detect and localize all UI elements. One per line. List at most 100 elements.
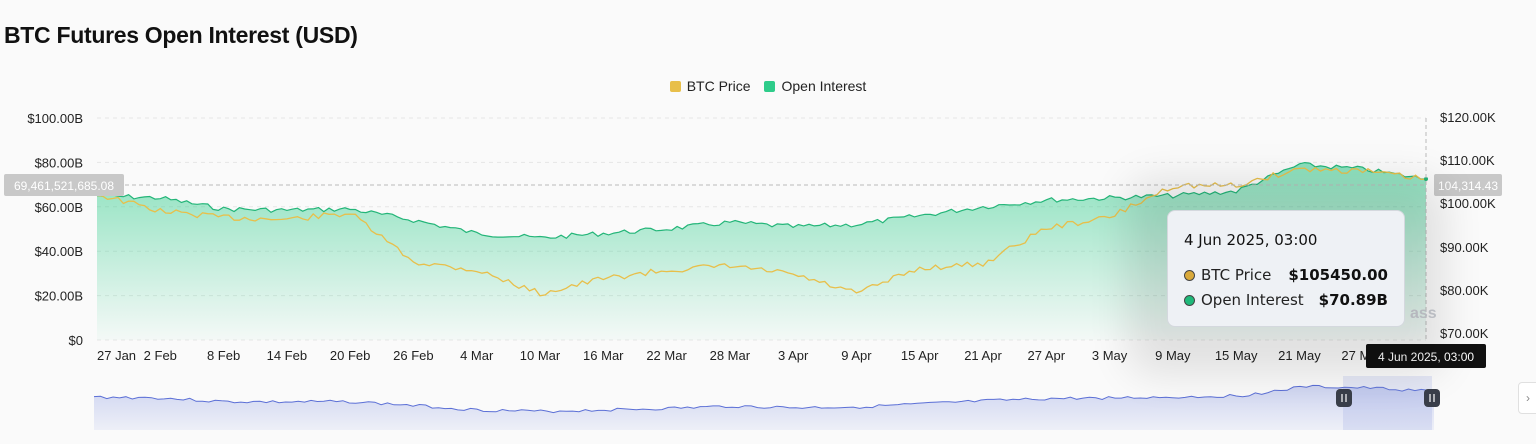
y-right-tick-label: $120.00K xyxy=(1440,110,1496,125)
btc-price-point[interactable] xyxy=(728,264,732,268)
x-tick-label: 15 Apr xyxy=(901,348,939,363)
chart-legend: BTC Price Open Interest xyxy=(0,78,1536,94)
legend-label-btc-price: BTC Price xyxy=(686,78,751,94)
btc-price-point[interactable] xyxy=(538,291,542,295)
page-title: BTC Futures Open Interest (USD) xyxy=(4,22,358,48)
y-left-tick-label: $60.00B xyxy=(35,200,83,215)
btc-price-point[interactable] xyxy=(348,211,352,215)
open-interest-point[interactable] xyxy=(1108,196,1112,200)
open-interest-point[interactable] xyxy=(222,207,226,211)
x-tick-label: 8 Feb xyxy=(207,348,240,363)
y-left-tick-label: $100.00B xyxy=(27,111,83,126)
x-tick-label: 2 Feb xyxy=(144,348,177,363)
legend-item-open-interest[interactable]: Open Interest xyxy=(764,78,866,94)
chevron-right-icon[interactable]: › xyxy=(1518,382,1536,414)
navigator-handle-right[interactable] xyxy=(1424,389,1440,407)
btc-price-point[interactable] xyxy=(981,262,985,266)
navigator[interactable] xyxy=(93,376,1440,430)
btc-price-point[interactable] xyxy=(475,268,479,272)
btc-price-point[interactable] xyxy=(1171,184,1175,188)
open-interest-point[interactable] xyxy=(791,225,795,229)
tooltip-dot-open-interest xyxy=(1184,294,1195,306)
btc-price-point[interactable] xyxy=(1044,226,1048,230)
open-interest-line xyxy=(96,161,1427,240)
tooltip-value-btc-price: $105450.00 xyxy=(1288,266,1388,284)
watermark-text: ass xyxy=(1410,305,1437,322)
open-interest-point[interactable] xyxy=(348,207,352,211)
open-interest-point[interactable] xyxy=(1234,189,1238,193)
btc-price-point[interactable] xyxy=(222,215,226,219)
btc-price-point[interactable] xyxy=(918,266,922,270)
x-tick-label: 26 Feb xyxy=(393,348,433,363)
open-interest-point[interactable] xyxy=(1297,163,1301,167)
btc-price-point[interactable] xyxy=(791,272,795,276)
open-interest-point[interactable] xyxy=(1044,198,1048,202)
crosshair-right-label-bg xyxy=(1434,174,1502,196)
open-interest-point[interactable] xyxy=(854,223,858,227)
navigator-selection[interactable] xyxy=(1343,376,1432,430)
btc-price-point[interactable] xyxy=(411,260,415,264)
crosshair-right-label: 104,314.43 xyxy=(1438,179,1498,193)
tooltip-row-btc-price: BTC Price $105450.00 xyxy=(1184,266,1388,284)
y-left-tick-label: $20.00B xyxy=(35,289,83,304)
legend-item-btc-price[interactable]: BTC Price xyxy=(669,78,751,94)
tooltip-value-open-interest: $70.89B xyxy=(1318,291,1388,309)
btc-price-point[interactable] xyxy=(1297,167,1301,171)
open-interest-point[interactable] xyxy=(981,205,985,209)
btc-price-point[interactable] xyxy=(1108,215,1112,219)
navigator-area xyxy=(94,385,1434,430)
x-tick-label: 28 Mar xyxy=(710,348,751,363)
open-interest-point[interactable] xyxy=(158,196,162,200)
x-tick-label: 27 Apr xyxy=(1027,348,1065,363)
x-tick-label: 9 Apr xyxy=(841,348,872,363)
btc-price-point[interactable] xyxy=(1234,184,1238,188)
crosshair-date-label-bg xyxy=(1366,344,1486,368)
x-tick-label: 21 May xyxy=(1278,348,1321,363)
chart-tooltip: 4 Jun 2025, 03:00 BTC Price $105450.00 O… xyxy=(1167,210,1405,327)
y-left-tick-label: $80.00B xyxy=(35,155,83,170)
navigator-handle-left[interactable] xyxy=(1336,389,1352,407)
btc-price-point[interactable] xyxy=(601,277,605,281)
x-tick-label: 10 Mar xyxy=(520,348,561,363)
open-interest-point[interactable] xyxy=(918,214,922,218)
crosshair-date-label: 4 Jun 2025, 03:00 xyxy=(1378,350,1474,364)
y-right-tick-label: $100.00K xyxy=(1440,196,1496,211)
open-interest-point[interactable] xyxy=(411,218,415,222)
x-tick-label: 3 Apr xyxy=(778,348,809,363)
open-interest-point[interactable] xyxy=(475,231,479,235)
area-layer xyxy=(96,161,1428,340)
open-interest-point[interactable] xyxy=(1171,194,1175,198)
tooltip-date: 4 Jun 2025, 03:00 xyxy=(1184,231,1318,249)
navigator-line xyxy=(93,384,1435,414)
x-tick-label: 14 Feb xyxy=(267,348,307,363)
legend-swatch-open-interest xyxy=(764,80,776,92)
y-right-tick-label: $90.00K xyxy=(1440,240,1489,255)
open-interest-point[interactable] xyxy=(665,227,669,231)
x-tick-label: 21 Apr xyxy=(964,348,1002,363)
y-right-tick-label: $110.00K xyxy=(1440,153,1495,168)
open-interest-point[interactable] xyxy=(1424,177,1428,182)
x-tick-label: 20 Feb xyxy=(330,348,370,363)
btc-price-line xyxy=(96,166,1427,297)
open-interest-point[interactable] xyxy=(601,231,605,235)
open-interest-point[interactable] xyxy=(285,208,289,212)
btc-price-point[interactable] xyxy=(158,209,162,213)
btc-price-point[interactable] xyxy=(854,291,858,295)
y-right-tick-label: $80.00K xyxy=(1440,283,1489,298)
crosshair-left-label: 69,461,521,685.08 xyxy=(14,179,114,193)
btc-price-point[interactable] xyxy=(1424,178,1428,182)
btc-price-point[interactable] xyxy=(285,217,289,221)
x-tick-label: 15 May xyxy=(1215,348,1258,363)
tooltip-label-open-interest: Open Interest xyxy=(1201,291,1304,309)
crosshair-left-label-bg xyxy=(4,174,124,196)
btc-price-point[interactable] xyxy=(665,268,669,272)
open-interest-point[interactable] xyxy=(728,220,732,224)
btc-price-point[interactable] xyxy=(1361,169,1365,173)
open-interest-point[interactable] xyxy=(538,236,542,240)
x-tick-label: 4 Mar xyxy=(460,348,494,363)
y-left-tick-label: $0 xyxy=(69,333,83,348)
y-left-tick-label: $40.00B xyxy=(35,244,83,259)
x-tick-label: 9 May xyxy=(1155,348,1191,363)
